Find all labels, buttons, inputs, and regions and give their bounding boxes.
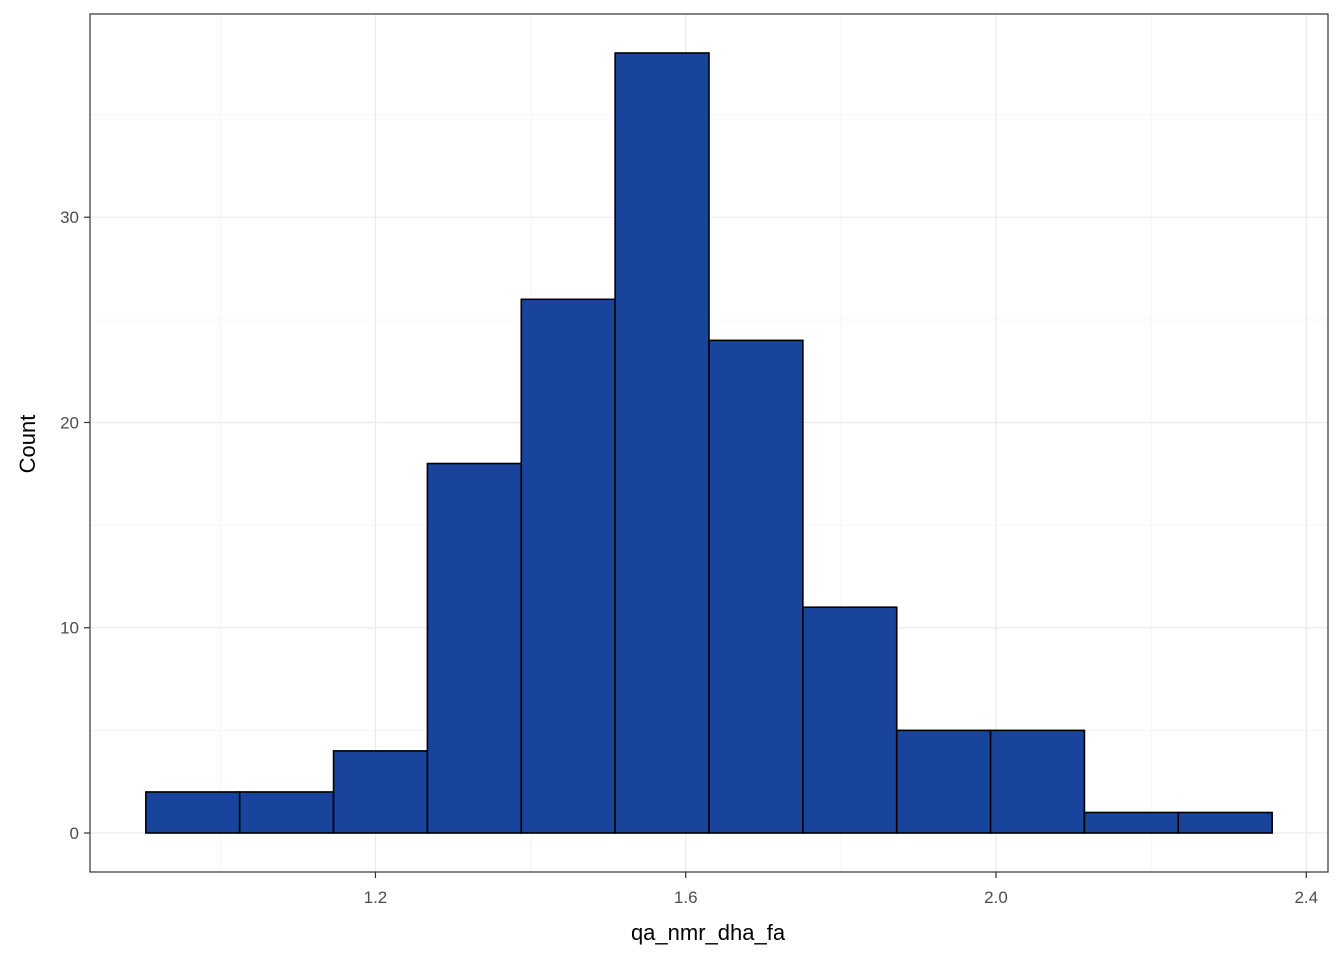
- histogram-bar: [238, 791, 335, 834]
- x-tick-label: 2.4: [1294, 888, 1318, 907]
- histogram-bar: [520, 298, 616, 834]
- histogram-bar: [1177, 811, 1273, 834]
- histogram-bar: [332, 750, 429, 834]
- y-axis-title: Count: [15, 415, 40, 474]
- panel-border: [89, 13, 1329, 873]
- histogram-bar: [145, 791, 241, 834]
- x-tick-label: 1.2: [364, 888, 388, 907]
- histogram-bars: [145, 52, 1273, 834]
- x-axis-ticks: 1.2 1.6 2.0 2.4: [364, 872, 1318, 907]
- histogram-bar: [426, 462, 523, 834]
- histogram-bar: [614, 52, 710, 834]
- histogram-bar: [989, 729, 1086, 834]
- x-tick-label: 2.0: [984, 888, 1008, 907]
- y-axis-ticks: 0 10 20 30: [60, 208, 90, 843]
- y-tick-label: 10: [60, 619, 79, 638]
- x-tick-label: 1.6: [674, 888, 698, 907]
- y-tick-label: 0: [70, 824, 79, 843]
- histogram-bar: [802, 606, 898, 834]
- histogram-bar: [1083, 811, 1180, 834]
- y-tick-label: 30: [60, 208, 79, 227]
- histogram-bar: [708, 339, 804, 834]
- x-axis-title: qa_nmr_dha_fa: [631, 920, 786, 945]
- histogram-bar: [895, 729, 992, 834]
- y-tick-label: 20: [60, 413, 79, 432]
